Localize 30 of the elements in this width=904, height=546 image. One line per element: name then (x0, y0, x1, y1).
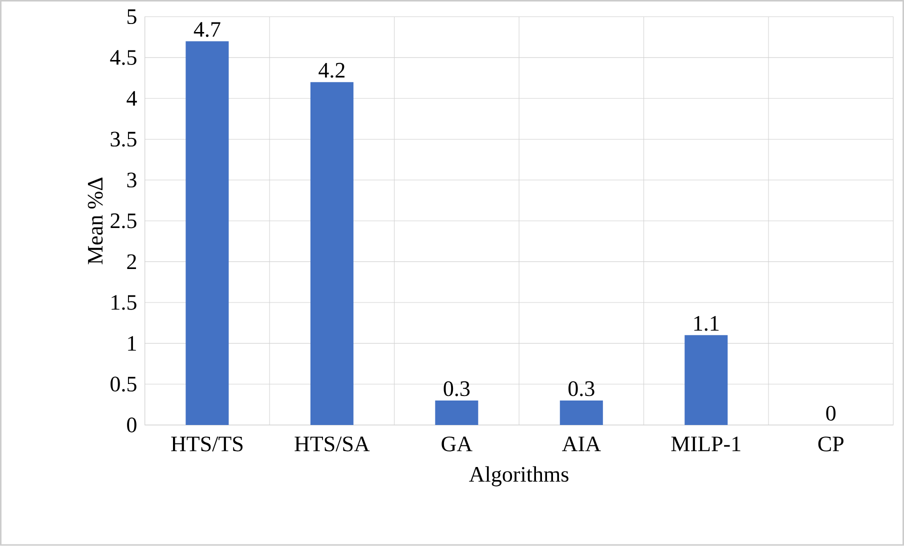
x-axis-title: Algorithms (469, 466, 568, 486)
bar (684, 335, 728, 426)
x-tick-label: GA (442, 436, 472, 452)
data-label: 4.2 (318, 63, 344, 78)
bar (435, 400, 478, 426)
y-tick-label: 3.5 (110, 132, 136, 147)
y-tick-label: 3 (127, 172, 136, 188)
data-label: 4.7 (194, 22, 220, 38)
y-tick-label: 4.5 (110, 50, 136, 66)
y-tick-label: 4 (126, 91, 137, 106)
bar (186, 41, 229, 426)
x-tick-label: AIA (562, 436, 601, 452)
x-tick-label: HTS/TS (171, 436, 243, 452)
data-label: 0.3 (444, 381, 470, 396)
y-axis-title: Mean %Δ (88, 178, 103, 264)
x-tick-label: MILP-1 (671, 436, 740, 452)
bar (310, 82, 354, 426)
x-tick-label: CP (818, 436, 844, 452)
data-label: 0.3 (568, 381, 594, 396)
y-tick-label: 0.5 (110, 376, 136, 392)
y-tick-label: 1.5 (112, 295, 136, 310)
bar (560, 400, 603, 426)
y-tick-label: 2.5 (110, 214, 136, 228)
y-tick-label: 5 (128, 10, 136, 24)
data-label: 0 (826, 406, 836, 421)
data-label: 1.1 (694, 316, 719, 332)
y-tick-label: 1 (128, 336, 136, 351)
y-tick-label: 0 (127, 418, 136, 432)
y-tick-label: 2 (127, 254, 136, 270)
x-tick-label: HTS/SA (294, 436, 370, 452)
